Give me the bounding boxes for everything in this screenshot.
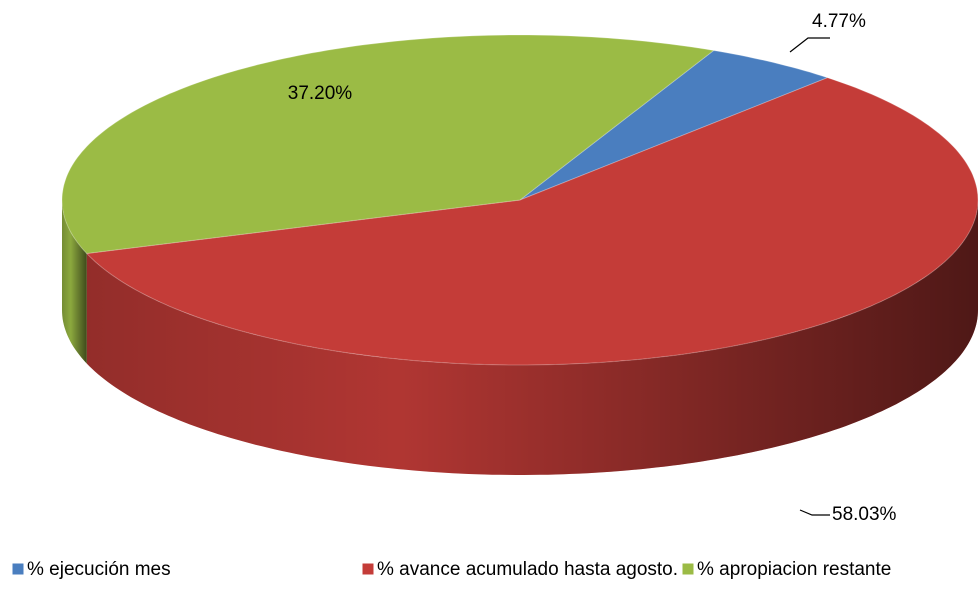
legend-swatch: [681, 562, 695, 576]
data-label: 4.77%: [812, 11, 866, 32]
legend-label: % avance acumulado hasta agosto.: [377, 559, 678, 580]
legend: % ejecución mes % avance acumulado hasta …: [11, 559, 891, 580]
data-label: 58.03%: [832, 504, 897, 525]
pie-slice: [519, 49, 829, 201]
data-label: 37.20%: [288, 83, 353, 104]
pie-slice: [61, 34, 715, 255]
legend-label: % ejecución mes: [27, 559, 171, 580]
legend-swatch: [361, 562, 375, 576]
pie-side-shade: [62, 200, 87, 364]
legend-label: % apropiacion restante: [697, 559, 891, 580]
pie-side-shade: [86, 200, 978, 475]
pie-sides: [62, 200, 978, 475]
labels: 4.77% 58.03% 37.20%: [288, 11, 897, 525]
leader-line: [789, 37, 830, 53]
leader-line: [799, 509, 830, 516]
pie-tops: [61, 34, 979, 366]
legend-swatch: [11, 562, 25, 576]
pie-slice: [85, 77, 979, 366]
